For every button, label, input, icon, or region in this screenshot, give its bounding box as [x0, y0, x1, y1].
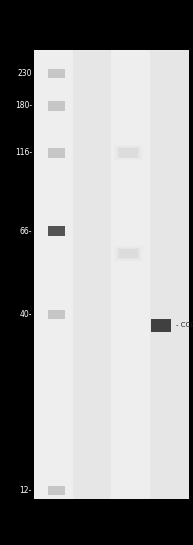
Bar	[48, 148, 64, 158]
Bar	[48, 486, 64, 495]
Bar	[48, 101, 64, 111]
Bar	[48, 226, 64, 236]
Bar	[119, 148, 138, 158]
Text: 12-: 12-	[20, 486, 32, 495]
Text: 180-: 180-	[15, 101, 32, 110]
Bar	[114, 145, 143, 160]
Text: 116-: 116-	[15, 148, 32, 157]
Text: 66-: 66-	[19, 227, 32, 235]
Bar	[150, 50, 189, 499]
Bar	[151, 319, 171, 332]
Text: 230: 230	[17, 69, 32, 78]
Bar	[117, 247, 140, 259]
Bar	[111, 50, 150, 499]
Text: - CCDC124: - CCDC124	[176, 322, 193, 329]
Bar	[73, 50, 111, 499]
Bar	[48, 69, 64, 78]
Bar	[117, 147, 140, 159]
Bar	[34, 50, 73, 499]
Text: 40-: 40-	[19, 310, 32, 319]
Bar	[48, 310, 64, 319]
Bar	[34, 50, 189, 499]
Bar	[114, 246, 143, 261]
Bar	[119, 249, 138, 258]
